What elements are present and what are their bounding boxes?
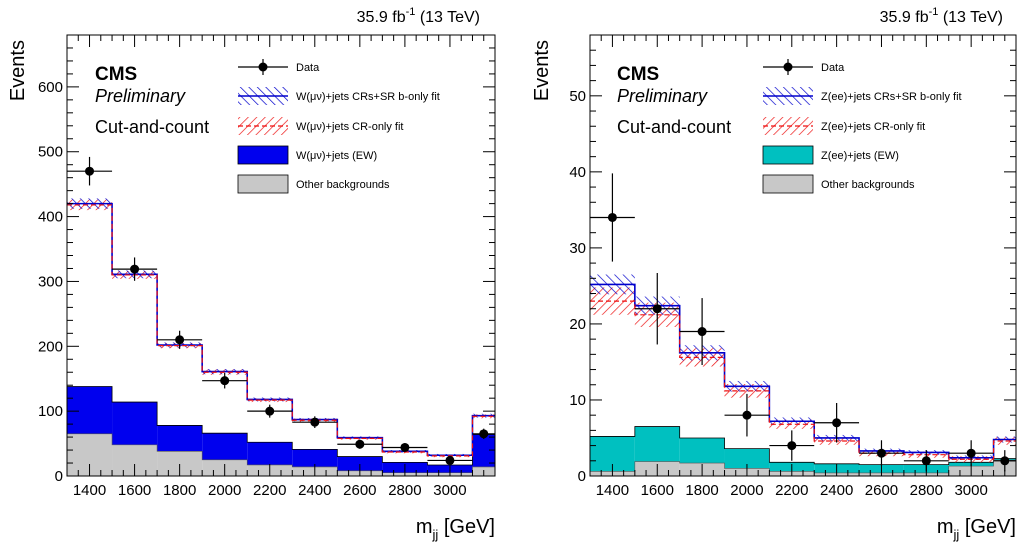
x-tick-label: 1800 [685,482,718,499]
y-axis-label: Events [531,40,553,101]
data-point [355,439,365,449]
y-axis-label: Events [7,40,29,101]
legend-data-label: Data [821,62,845,74]
x-tick-label: 3000 [433,482,466,499]
x-axis-label: mjj [GeV] [416,516,495,542]
x-tick-label: 2000 [208,482,241,499]
x-tick-label: 1600 [118,482,151,499]
x-tick-label: 2400 [298,482,331,499]
data-point [652,304,662,314]
signal-bar [679,437,725,464]
x-tick-label: 2600 [865,482,898,499]
data-point [445,455,455,465]
data-point [742,410,752,420]
y-tick-label: 600 [38,79,63,96]
x-tick-label: 1600 [641,482,674,499]
status-label: Preliminary [95,86,186,106]
data-point [220,376,230,386]
legend-cronly-label: W(μν)+jets CR-only fit [296,121,404,133]
data-point [832,418,842,428]
y-tick-label: 100 [38,403,63,420]
x-tick-label: 3000 [954,482,987,499]
y-tick-label: 300 [38,273,63,290]
lumi-label: 35.9 fb-1 (13 TeV) [357,6,480,26]
y-tick-label: 400 [38,209,63,226]
y-tick-label: 200 [38,338,63,355]
y-tick-label: 500 [38,144,63,161]
x-tick-label: 2200 [775,482,808,499]
data-point [921,456,931,466]
data-point [697,327,707,337]
data-point [787,441,797,451]
y-tick-label: 40 [569,164,586,181]
lumi-label: 35.9 fb-1 (13 TeV) [880,6,1003,26]
data-point [85,166,95,176]
chart-panel-w: 1400 1600 1800 2000 2200 2400 2600 2800 3000 0 100… [7,6,496,542]
data-point [479,429,489,439]
chart-panel-z: 1400 1600 1800 2000 2200 2400 2600 2800 3000 0 10 2… [531,6,1017,542]
legend-signal-label: W(μν)+jets (EW) [296,150,377,162]
y-tick-label: 50 [569,88,586,105]
signal-bar [112,402,158,445]
signal-bar [634,426,680,462]
y-tick-label: 0 [55,468,63,485]
x-tick-label: 2800 [388,482,421,499]
y-tick-label: 30 [569,240,586,257]
data-point [175,335,185,345]
x-tick-label: 1400 [73,482,106,499]
experiment-label: CMS [95,64,137,85]
x-tick-label: 2600 [343,482,376,499]
y-tick-label: 10 [569,392,586,409]
legend-other-label: Other backgrounds [821,179,915,191]
legend-bonly-label: W(μν)+jets CRs+SR b-only fit [296,91,440,103]
legend-data-marker [258,62,268,72]
legend-signal-swatch [237,145,289,165]
experiment-label: CMS [617,64,659,85]
legend-other-label: Other backgrounds [296,179,390,191]
x-tick-label: 2800 [910,482,943,499]
data-point [1000,456,1010,466]
signal-bar [157,425,203,452]
data-point [966,448,976,458]
legend-other-swatch [762,174,814,194]
legend-cronly-label: Z(ee)+jets CR-only fit [821,121,925,133]
y-tick-label: 0 [578,468,586,485]
data-point [310,417,320,427]
signal-outline [590,426,1016,465]
signal-bar [724,448,770,469]
data-point [607,212,617,222]
signal-bar [337,456,383,471]
y-tick-label: 20 [569,316,586,333]
signal-bar [202,433,248,460]
x-tick-label: 2400 [820,482,853,499]
cronly-fit-line [67,204,495,457]
data-point [876,448,886,458]
signal-bar [67,386,113,434]
legend-other-swatch [237,174,289,194]
x-tick-label: 2200 [253,482,286,499]
legend-bonly-label: Z(ee)+jets CRs+SR b-only fit [821,91,962,103]
selection-label: Cut-and-count [95,117,209,137]
signal-outline [67,386,495,466]
x-tick-label: 1800 [163,482,196,499]
legend-data-marker [783,62,793,72]
legend-signal-label: Z(ee)+jets (EW) [821,150,899,162]
legend-signal-swatch [762,145,814,165]
signal-bar [247,442,293,465]
cronly-fit-line [590,300,1016,460]
legend-data-label: Data [296,62,320,74]
data-point [400,442,410,452]
status-label: Preliminary [617,86,708,106]
x-tick-label: 2000 [730,482,763,499]
data-point [265,406,275,416]
data-point [130,264,140,274]
signal-bar [472,434,495,467]
signal-bar [292,449,338,467]
selection-label: Cut-and-count [617,117,731,137]
x-axis-label: mjj [GeV] [937,516,1016,542]
x-tick-label: 1400 [596,482,629,499]
